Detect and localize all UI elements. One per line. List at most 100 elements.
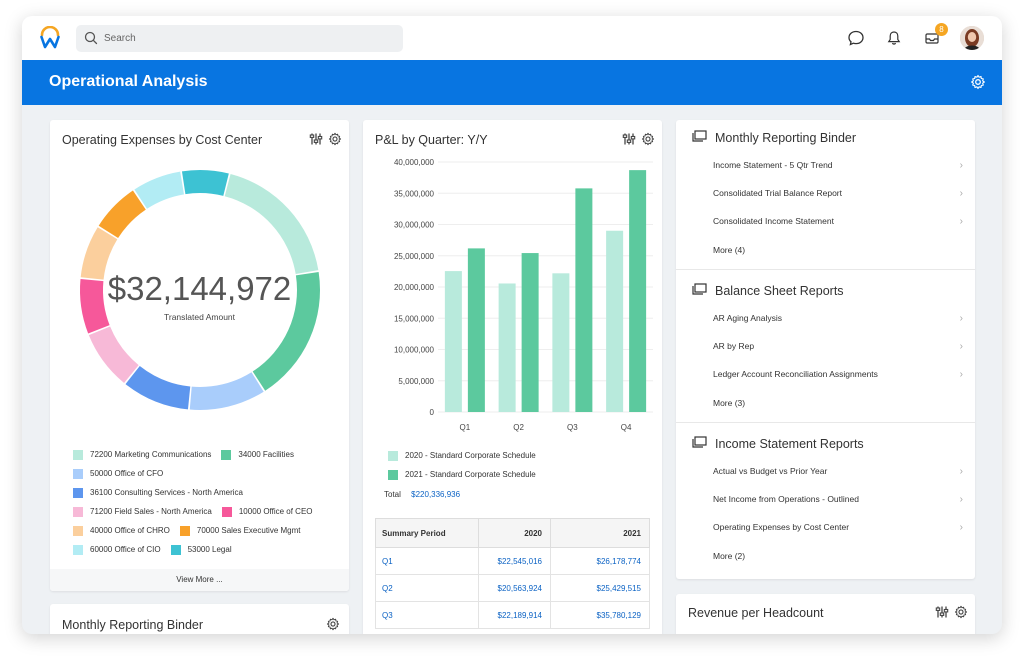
more-link[interactable]: More (4) — [713, 240, 963, 260]
table-cell[interactable]: $35,780,129 — [550, 601, 650, 629]
legend-label: 2021 - Standard Corporate Schedule — [405, 470, 536, 479]
donut-slice[interactable] — [80, 227, 118, 280]
page-header: Operational Analysis — [22, 60, 1002, 105]
search-bar[interactable] — [76, 25, 403, 52]
legend-item[interactable]: 60000 Office of CIO — [73, 544, 161, 555]
bar[interactable] — [467, 248, 485, 412]
legend-swatch — [73, 544, 83, 555]
bar[interactable] — [552, 273, 570, 412]
report-link[interactable]: Net Income from Operations - Outlined › — [713, 489, 963, 509]
chevron-right-icon: › — [959, 521, 963, 533]
revenue-card: Revenue per Headcount — [676, 594, 975, 634]
report-link-label: Actual vs Budget vs Prior Year — [713, 466, 828, 476]
legend-item[interactable]: 40000 Office of CHRO — [73, 525, 170, 536]
legend-item[interactable]: 72200 Marketing Communications — [73, 449, 212, 460]
expenses-card: Operating Expenses by Cost Center $32,14… — [50, 120, 349, 591]
table-cell[interactable]: $22,189,914 — [478, 601, 551, 629]
gear-icon[interactable] — [970, 74, 986, 90]
legend-label: 10000 Office of CEO — [238, 507, 313, 516]
donut-total: $32,144,972 — [107, 270, 292, 307]
table-cell[interactable]: $20,563,924 — [478, 574, 551, 602]
table-cell[interactable]: $22,545,016 — [478, 547, 551, 575]
bar[interactable] — [498, 283, 516, 412]
search-icon — [84, 31, 98, 45]
donut-slice[interactable] — [98, 190, 146, 239]
donut-slice[interactable] — [252, 271, 320, 391]
table-cell[interactable]: Q2 — [375, 574, 479, 602]
view-more-link[interactable]: View More ... — [50, 569, 349, 591]
donut-slice[interactable] — [88, 326, 139, 383]
x-tick-label: Q3 — [567, 423, 578, 432]
legend-swatch — [170, 544, 181, 555]
report-link[interactable]: Consolidated Income Statement › — [713, 211, 963, 231]
donut-slice[interactable] — [134, 171, 184, 209]
legend-label: 72200 Marketing Communications — [90, 450, 212, 459]
filter-icon[interactable] — [935, 605, 949, 619]
legend-swatch — [388, 450, 398, 461]
legend-item[interactable]: 34000 Facilities — [221, 449, 294, 460]
donut-slice[interactable] — [125, 366, 191, 410]
bell-icon[interactable] — [884, 28, 904, 48]
table-cell[interactable]: Q3 — [375, 601, 479, 629]
column-header[interactable]: 2020 — [478, 518, 551, 548]
legend-item[interactable]: 53000 Legal — [170, 544, 232, 555]
page-title: Operational Analysis — [49, 73, 208, 90]
bar[interactable] — [575, 188, 593, 412]
legend-item[interactable]: 50000 Office of CFO — [73, 468, 163, 479]
legend-item[interactable]: 71200 Field Sales - North America — [73, 506, 212, 517]
gear-icon[interactable] — [641, 132, 655, 146]
gear-icon[interactable] — [328, 132, 342, 146]
workday-logo[interactable] — [38, 26, 62, 50]
gear-icon[interactable] — [326, 617, 340, 631]
inbox-icon[interactable]: 8 — [922, 23, 948, 48]
legend-item[interactable]: 70000 Sales Executive Mgmt — [179, 525, 301, 536]
chevron-right-icon: › — [959, 159, 963, 171]
divider — [676, 269, 975, 270]
legend-item[interactable]: 2021 - Standard Corporate Schedule — [388, 465, 536, 484]
bar[interactable] — [521, 253, 539, 412]
reports-card: Monthly Reporting Binder Income Statemen… — [676, 120, 975, 579]
total-value[interactable]: $220,336,936 — [411, 490, 461, 499]
report-link[interactable]: Consolidated Trial Balance Report › — [713, 183, 963, 203]
bar[interactable] — [606, 230, 624, 412]
donut-slice[interactable] — [181, 170, 229, 196]
legend-swatch — [73, 468, 83, 479]
donut-legend: 72200 Marketing Communications 34000 Fac… — [73, 445, 343, 559]
report-link[interactable]: AR by Rep › — [713, 336, 963, 356]
report-link[interactable]: Ledger Account Reconciliation Assignment… — [713, 364, 963, 384]
avatar[interactable] — [960, 26, 984, 50]
filter-icon[interactable] — [622, 132, 636, 146]
column-header[interactable]: 2021 — [550, 518, 650, 548]
table-cell[interactable]: $26,178,774 — [550, 547, 650, 575]
more-link[interactable]: More (2) — [713, 546, 963, 566]
legend-swatch — [73, 506, 83, 517]
legend-item[interactable]: 36100 Consulting Services - North Americ… — [73, 487, 243, 498]
filter-icon[interactable] — [309, 132, 323, 146]
legend-item[interactable]: 10000 Office of CEO — [221, 506, 313, 517]
legend-item[interactable]: 2020 - Standard Corporate Schedule — [388, 446, 536, 465]
report-stack-icon — [692, 436, 707, 451]
report-link-label: Operating Expenses by Cost Center — [713, 522, 850, 532]
report-link[interactable]: AR Aging Analysis › — [713, 308, 963, 328]
table-cell[interactable]: $25,429,515 — [550, 574, 650, 602]
donut-slice[interactable] — [80, 279, 110, 334]
report-link-label: AR by Rep — [713, 341, 755, 351]
column-header[interactable]: Summary Period — [375, 518, 479, 548]
more-link-label: More (4) — [713, 245, 746, 255]
gear-icon[interactable] — [954, 605, 968, 619]
x-tick-label: Q4 — [621, 423, 632, 432]
x-tick-label: Q2 — [513, 423, 524, 432]
donut-slice[interactable] — [224, 173, 319, 274]
report-link[interactable]: Operating Expenses by Cost Center › — [713, 517, 963, 537]
report-link-label: Net Income from Operations - Outlined — [713, 494, 859, 504]
more-link[interactable]: More (3) — [713, 393, 963, 413]
donut-slice[interactable] — [189, 372, 264, 410]
chat-icon[interactable] — [846, 28, 866, 48]
bar[interactable] — [629, 170, 647, 412]
report-link[interactable]: Income Statement - 5 Qtr Trend › — [713, 155, 963, 175]
table-cell[interactable]: Q1 — [375, 547, 479, 575]
search-input[interactable] — [104, 25, 394, 52]
bar[interactable] — [444, 271, 462, 412]
chevron-right-icon: › — [959, 215, 963, 227]
report-link[interactable]: Actual vs Budget vs Prior Year › — [713, 461, 963, 481]
